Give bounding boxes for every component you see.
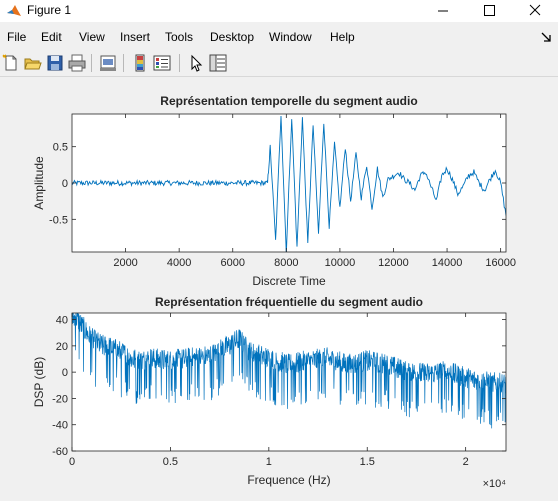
x-tick-label: 0 [69,456,75,468]
menu-window[interactable]: Window [269,30,312,44]
menu-bar: File Edit View Insert Tools Desktop Wind… [0,27,558,47]
axes-frequency[interactable]: Représentation fréquentielle du segment … [32,295,506,490]
x-tick-label: 1 [266,456,272,468]
x-tick-label: 6000 [220,257,244,269]
x-axis-exponent: ×10⁴ [483,478,507,490]
toolbar-separator [91,54,92,72]
x-tick-label: 2 [463,456,469,468]
x-tick-label: 10000 [325,257,356,269]
y-tick-label: 0 [62,367,68,379]
x-tick-label: 4000 [167,257,191,269]
menu-help[interactable]: Help [330,30,355,44]
print-icon[interactable] [68,54,86,72]
axes-time[interactable]: Représentation temporelle du segment aud… [32,94,516,288]
y-axis-label: Amplitude [32,156,46,210]
y-tick-label: -40 [52,420,68,432]
maximize-button[interactable] [466,0,512,22]
y-tick-label: -60 [52,446,68,458]
x-tick-label: 1.5 [360,456,375,468]
x-tick-label: 12000 [378,257,409,269]
minimize-button[interactable] [420,0,466,22]
x-tick-label: 14000 [432,257,463,269]
menu-tools[interactable]: Tools [165,30,193,44]
x-tick-label: 2000 [113,257,137,269]
y-tick-label: -0.5 [49,214,68,226]
toolbar-separator [179,54,180,72]
insert-colorbar-icon[interactable] [131,54,149,72]
y-tick-label: 40 [56,315,68,327]
y-tick-label: 0.5 [53,142,68,154]
menu-view[interactable]: View [79,30,105,44]
figure-svg: Représentation temporelle du segment aud… [0,77,558,496]
close-button[interactable] [512,0,558,22]
property-inspector-icon[interactable] [209,54,227,72]
new-figure-icon[interactable] [2,54,20,72]
menu-edit[interactable]: Edit [41,30,62,44]
x-axis-label: Frequence (Hz) [247,473,330,487]
y-tick-label: 0 [62,178,68,190]
menu-insert[interactable]: Insert [120,30,150,44]
title-bar: Figure 1 [0,0,558,22]
chart-title: Représentation fréquentielle du segment … [155,295,423,309]
figure-canvas: Représentation temporelle du segment aud… [0,77,558,496]
matlab-logo-icon [6,3,22,19]
chart-title: Représentation temporelle du segment aud… [160,94,417,108]
x-axis-label: Discrete Time [252,274,326,288]
toolbar [0,50,558,77]
x-tick-label: 8000 [274,257,298,269]
y-axis-label: DSP (dB) [32,357,46,407]
x-tick-label: 0.5 [163,456,178,468]
x-tick-label: 16000 [485,257,516,269]
print-preview-icon[interactable] [99,54,117,72]
save-icon[interactable] [46,54,64,72]
menu-desktop[interactable]: Desktop [210,30,254,44]
edit-plot-icon[interactable] [187,54,205,72]
toolbar-separator [123,54,124,72]
window-title: Figure 1 [27,3,71,17]
insert-legend-icon[interactable] [153,54,171,72]
menu-file[interactable]: File [7,30,26,44]
open-file-icon[interactable] [24,54,42,72]
dock-arrow-icon[interactable] [540,31,552,43]
y-tick-label: -20 [52,393,68,405]
y-tick-label: 20 [56,341,68,353]
